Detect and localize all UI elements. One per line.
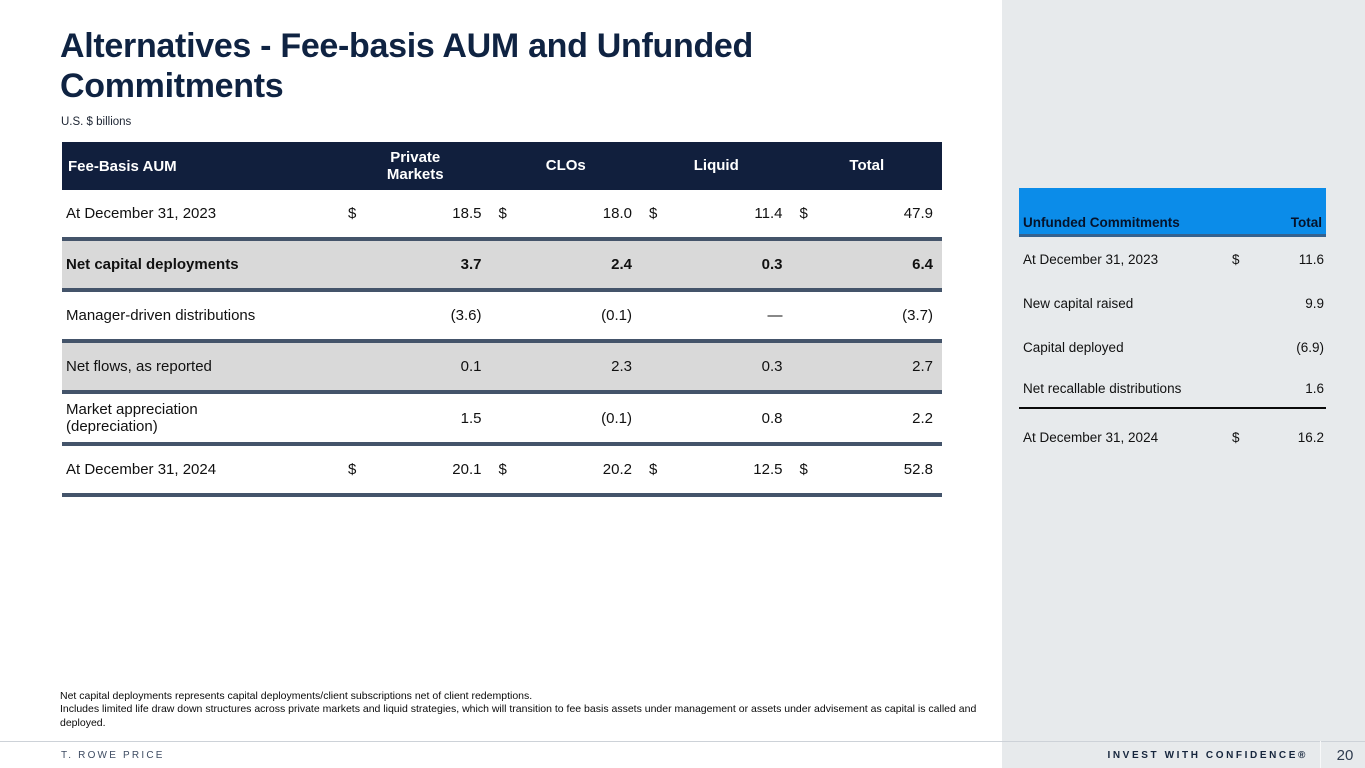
right-side-panel	[1002, 0, 1365, 768]
column-header-clos: CLOs	[545, 157, 586, 175]
table-row: At December 31, 2023 $ 11.6	[1019, 237, 1326, 281]
fee-basis-aum-table: Fee-Basis AUM Private Markets CLOs Liqui…	[62, 142, 942, 497]
cell-value: 2.3	[611, 358, 632, 375]
footnotes: Net capital deployments represents capit…	[60, 690, 998, 730]
unfunded-table-header-row: Unfunded Commitments Total	[1019, 188, 1326, 237]
currency-symbol: $	[498, 205, 507, 222]
cell-value: 0.1	[460, 358, 482, 375]
currency-symbol: $	[498, 461, 507, 478]
cell-value: 6.4	[912, 256, 933, 273]
footnote-line: Net capital deployments represents capit…	[60, 690, 533, 702]
currency-symbol: $	[1232, 429, 1240, 445]
units-subtitle: U.S. $ billions	[61, 116, 132, 128]
table-row: At December 31, 2024 $20.1 $20.2 $12.5 $…	[62, 446, 942, 497]
row-label: At December 31, 2023	[66, 205, 217, 223]
cell-value: (6.9)	[1296, 339, 1324, 355]
cell-value: 18.0	[602, 205, 632, 222]
column-header-total: Total	[849, 157, 885, 175]
brand-tagline: INVEST WITH CONFIDENCE®	[1107, 750, 1308, 761]
cell-value: 18.5	[452, 205, 482, 222]
cell-value: (0.1)	[601, 409, 632, 427]
cell-value: (3.6)	[450, 307, 482, 324]
cell-value: —	[767, 307, 783, 324]
fee-table-header-row: Fee-Basis AUM Private Markets CLOs Liqui…	[62, 142, 942, 190]
cell-value: 20.1	[452, 461, 482, 478]
table-row: Net capital deployments 3.7 2.4 0.3 6.4	[62, 241, 942, 292]
cell-value: 3.7	[460, 256, 482, 273]
cell-value: 0.3	[761, 256, 783, 273]
cell-value: 1.6	[1305, 380, 1324, 396]
cell-value: 12.5	[753, 461, 783, 478]
cell-value: 11.6	[1298, 251, 1324, 267]
currency-symbol: $	[348, 205, 357, 222]
cell-value: 0.3	[761, 358, 783, 375]
table-row: Net flows, as reported 0.1 2.3 0.3 2.7	[62, 343, 942, 394]
cell-value: 20.2	[602, 461, 632, 478]
cell-value: 47.9	[903, 205, 933, 222]
footnote-line: Includes limited life draw down structur…	[60, 703, 977, 729]
table-row: Capital deployed (6.9)	[1019, 325, 1326, 369]
unfunded-commitments-table: Unfunded Commitments Total At December 3…	[1019, 188, 1326, 459]
cell-value: (0.1)	[601, 307, 632, 324]
row-label: Manager-driven distributions	[66, 307, 256, 325]
page-number: 20	[1336, 747, 1354, 764]
currency-symbol: $	[649, 461, 658, 478]
row-label: Net recallable distributions	[1023, 380, 1182, 396]
row-label: At December 31, 2024	[1023, 429, 1159, 445]
column-header-liquid: Liquid	[693, 157, 739, 175]
cell-value: 2.4	[611, 256, 632, 273]
cell-value: 11.4	[754, 205, 783, 222]
cell-value: 0.8	[761, 409, 783, 427]
row-label: At December 31, 2023	[1023, 251, 1159, 267]
column-header-private-markets: Private Markets	[386, 148, 444, 183]
row-label: Net flows, as reported	[66, 358, 212, 376]
unfunded-header-total: Total	[1290, 215, 1322, 230]
row-label: Net capital deployments	[66, 256, 239, 274]
footer-divider-line	[0, 741, 1365, 742]
brand-logo-text: T. ROWE PRICE	[61, 750, 165, 761]
unfunded-header-label: Unfunded Commitments	[1023, 215, 1180, 230]
row-label: Capital deployed	[1023, 339, 1124, 355]
table-row: New capital raised 9.9	[1019, 281, 1326, 325]
row-label: New capital raised	[1023, 295, 1134, 311]
currency-symbol: $	[348, 461, 357, 478]
table-row: At December 31, 2024 $ 16.2	[1019, 415, 1326, 459]
slide-title: Alternatives - Fee-basis AUM and Unfunde…	[60, 27, 753, 106]
cell-value: 52.8	[903, 461, 933, 478]
fee-table-header-label: Fee-Basis AUM	[68, 157, 177, 175]
cell-value: (3.7)	[902, 307, 933, 324]
table-row: Market appreciation (depreciation) 1.5 (…	[62, 394, 942, 446]
currency-symbol: $	[799, 461, 808, 478]
cell-value: 1.5	[460, 409, 482, 427]
currency-symbol: $	[649, 205, 658, 222]
row-label: At December 31, 2024	[66, 461, 217, 479]
table-row: At December 31, 2023 $18.5 $18.0 $11.4 $…	[62, 190, 942, 241]
table-row: Net recallable distributions 1.6	[1019, 369, 1326, 409]
row-label: Market appreciation (depreciation)	[66, 400, 198, 435]
page-number-divider	[1320, 741, 1321, 768]
cell-value: 16.2	[1297, 429, 1324, 445]
currency-symbol: $	[799, 205, 808, 222]
cell-value: 2.2	[912, 409, 933, 427]
currency-symbol: $	[1232, 251, 1240, 267]
table-row: Manager-driven distributions (3.6) (0.1)…	[62, 292, 942, 343]
cell-value: 9.9	[1305, 295, 1324, 311]
cell-value: 2.7	[912, 358, 933, 375]
